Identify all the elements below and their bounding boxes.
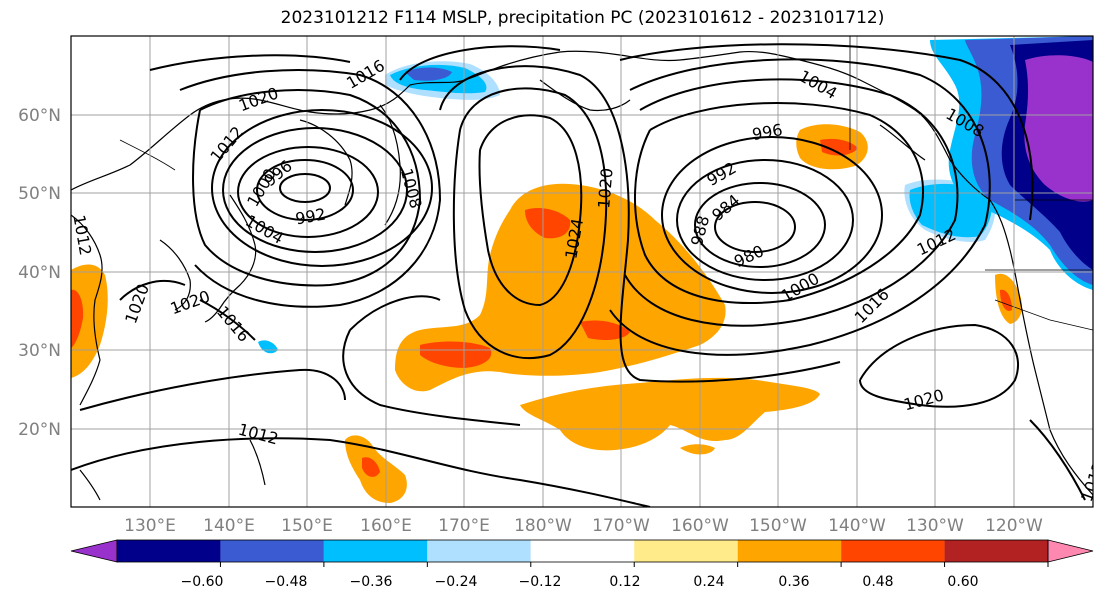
isobar-label: 1020 <box>121 281 153 326</box>
precip-core-1 <box>525 208 571 239</box>
colorbar-segment <box>944 540 1048 562</box>
dry-okhotsk-core <box>405 67 452 81</box>
borders <box>119 36 1093 331</box>
lon-label: 180°W <box>514 516 572 536</box>
colorbar-tick-labels: −0.60 −0.48 −0.36 −0.24 −0.12 0.12 0.24 … <box>181 574 979 590</box>
precip-core-3 <box>580 320 630 340</box>
colorbar-tick-label: 0.48 <box>862 574 893 590</box>
isobar-label: 1016 <box>213 302 254 345</box>
colorbar-tick-label: −0.60 <box>181 574 224 590</box>
lon-label: 170°W <box>592 516 650 536</box>
isobar-label: 1020 <box>168 287 213 319</box>
precip-subtropical-band <box>520 377 820 451</box>
colorbar-tick-label: −0.12 <box>519 574 562 590</box>
lon-label: 140°W <box>828 516 886 536</box>
isobar-label: 1012 <box>236 420 280 449</box>
colorbar-tick-label: −0.24 <box>435 574 478 590</box>
colorbar-extend-min <box>70 539 118 563</box>
precip-core-6 <box>362 457 380 477</box>
isobar-label: 988 <box>687 214 713 248</box>
lat-label-20n: 20°N <box>18 420 61 440</box>
colorbar-segments <box>70 539 1094 563</box>
isobar-label: 1020 <box>594 167 616 209</box>
lon-label: 150°W <box>749 516 807 536</box>
colorbar-segment <box>530 540 635 562</box>
chart-title: 2023101212 F114 MSLP, precipitation PC (… <box>280 8 885 28</box>
lon-label: 130°E <box>124 516 176 536</box>
precip-small-hawaii <box>680 444 715 455</box>
isobar-label: 1012 <box>206 123 247 166</box>
colorbar-segment <box>427 540 531 562</box>
isobar-label: 996 <box>751 120 784 144</box>
colorbar-tick-label: 0.24 <box>693 574 724 590</box>
precip-core-4 <box>820 138 858 156</box>
latitude-labels: 60°N 50°N 40°N 30°N 20°N <box>18 106 61 440</box>
lon-label: 130°W <box>906 516 964 536</box>
isobar-label: 1008 <box>397 166 426 210</box>
lon-label: 160°W <box>671 516 729 536</box>
lon-label: 140°E <box>203 516 255 536</box>
lat-label-60n: 60°N <box>18 106 61 126</box>
lat-label-40n: 40°N <box>18 263 61 283</box>
colorbar-extend-max <box>1047 539 1094 563</box>
precip-core-2 <box>420 341 492 368</box>
map-area: 1016 1020 1012 996 992 1000 1004 1008 10… <box>69 36 1093 507</box>
colorbar-frame <box>116 539 1049 563</box>
isobar-label: 1020 <box>902 385 946 414</box>
colorbar-tick-label: 0.12 <box>609 574 640 590</box>
colorbar: −0.60 −0.48 −0.36 −0.24 −0.12 0.12 0.24 … <box>70 539 1094 590</box>
dry-japan-small <box>258 340 278 354</box>
colorbar-segment <box>220 540 324 562</box>
colorbar-tick-label: −0.36 <box>350 574 393 590</box>
map-frame <box>70 35 1094 508</box>
precip-core-5 <box>71 289 84 348</box>
lat-label-30n: 30°N <box>18 341 61 361</box>
isobar-label: 1004 <box>796 66 841 103</box>
precip-negative-shading <box>258 36 1093 354</box>
colorbar-segment <box>323 540 428 562</box>
colorbar-tick-label: 0.36 <box>778 574 809 590</box>
colorbar-segment <box>737 540 842 562</box>
lon-label: 120°W <box>985 516 1043 536</box>
lon-label: 170°E <box>438 516 490 536</box>
isobar-label: 1012 <box>69 213 95 256</box>
colorbar-segment <box>841 540 945 562</box>
colorbar-ticks <box>219 562 1049 567</box>
colorbar-tick-label: −0.48 <box>265 574 308 590</box>
longitude-labels: 130°E 140°E 150°E 160°E 170°E 180°W 170°… <box>124 516 1043 536</box>
lon-label: 150°E <box>281 516 333 536</box>
isobars <box>71 43 1086 507</box>
dry-canada-core <box>1024 55 1093 202</box>
precip-core-7 <box>1000 289 1012 311</box>
isobar-label: 1020 <box>236 83 281 115</box>
isobar-label: 992 <box>294 204 327 228</box>
lon-label: 160°E <box>360 516 412 536</box>
colorbar-segment <box>634 540 738 562</box>
colorbar-segment <box>117 540 221 562</box>
colorbar-tick-label: 0.60 <box>947 574 978 590</box>
lat-label-50n: 50°N <box>18 184 61 204</box>
